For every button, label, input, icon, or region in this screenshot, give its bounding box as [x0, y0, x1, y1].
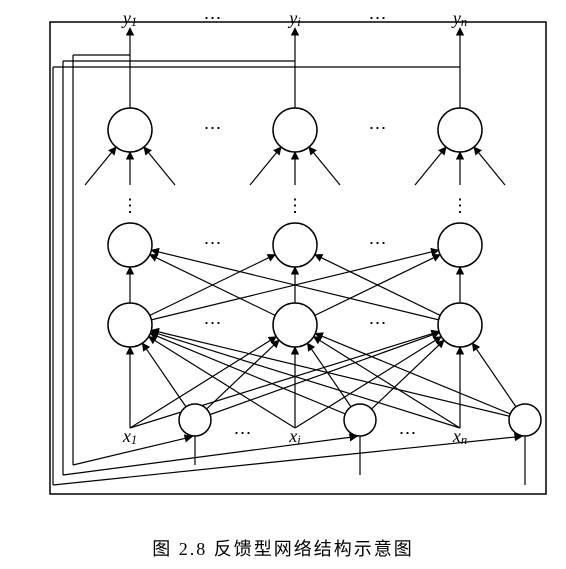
label-y1: y1 — [121, 8, 137, 29]
edge-x-h1 — [149, 337, 295, 428]
node-h1-i — [273, 303, 317, 347]
node-fb-i — [344, 404, 376, 436]
dots-in: ⋯ — [234, 423, 252, 443]
node-h2-1 — [108, 223, 152, 267]
dots-h2: ⋯ — [369, 233, 387, 253]
node-out-n — [438, 108, 482, 152]
edge-hidden-out — [309, 147, 340, 185]
label-yi: yi — [287, 8, 301, 29]
label-xi: xi — [288, 426, 301, 447]
edge-hidden-out — [144, 147, 175, 185]
node-fb-1 — [179, 404, 211, 436]
edge-hidden-out — [85, 147, 116, 185]
vdots-hidden: ⋮ — [451, 196, 469, 216]
edge-hidden-out — [250, 147, 281, 185]
dots-h1: ⋯ — [204, 313, 222, 333]
figure-caption: 图 2.8 反馈型网络结构示意图 — [0, 535, 566, 561]
vdots-hidden: ⋮ — [286, 196, 304, 216]
dots-out: ⋯ — [369, 118, 387, 138]
dots-ylabel: ⋯ — [369, 8, 387, 28]
feedback-network-diagram: y1 yi yn x1 xi xn ⋯ ⋯ ⋯ ⋯ ⋯ ⋯ ⋯ ⋯ ⋯ ⋯ ⋮ ⋮ ⋮ — [0, 0, 566, 569]
edge-x-h1 — [130, 332, 439, 428]
edge-h1-h2 — [315, 255, 460, 325]
edge-fb-h1 — [195, 332, 439, 420]
node-h2-i — [273, 223, 317, 267]
node-h1-n — [438, 303, 482, 347]
dots-in: ⋯ — [399, 423, 417, 443]
edge-hidden-out — [474, 147, 505, 185]
dots-ylabel: ⋯ — [204, 8, 222, 28]
vdots-hidden: ⋮ — [121, 196, 139, 216]
node-out-1 — [108, 108, 152, 152]
dots-h2: ⋯ — [204, 233, 222, 253]
node-fb-n — [509, 404, 541, 436]
edge-hidden-out — [415, 147, 446, 185]
label-xn: xn — [452, 426, 467, 447]
node-h2-n — [438, 223, 482, 267]
dots-out: ⋯ — [204, 118, 222, 138]
edge-x-h1 — [314, 337, 460, 428]
node-out-i — [273, 108, 317, 152]
dots-h1: ⋯ — [369, 313, 387, 333]
label-yn: yn — [451, 8, 467, 29]
node-h1-1 — [108, 303, 152, 347]
label-x1: x1 — [122, 426, 137, 447]
